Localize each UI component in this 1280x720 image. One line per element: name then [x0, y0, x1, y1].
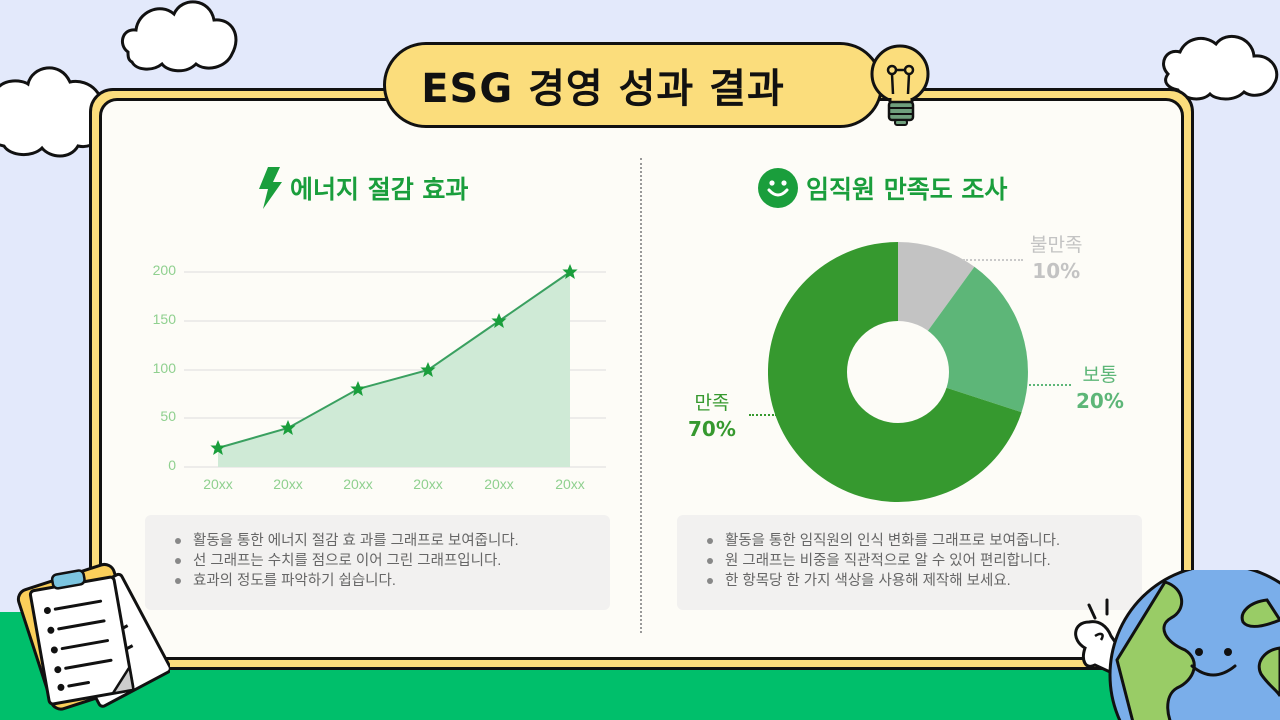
description-bullet: 효과의 정도를 파악하기 쉽습니다.	[175, 571, 610, 591]
label-satisfied: 만족 70%	[688, 392, 736, 441]
x-tick: 20xx	[203, 476, 233, 492]
description-bullet: 활동을 통한 임직원의 인식 변화를 그래프로 보여줍니다.	[707, 531, 1142, 551]
y-tick: 150	[152, 311, 176, 327]
y-tick: 50	[160, 408, 176, 424]
title-banner: ESG 경영 성과 결과	[383, 42, 883, 128]
survey-description-box: 활동을 통한 임직원의 인식 변화를 그래프로 보여줍니다. 원 그래프는 비중…	[677, 515, 1142, 610]
leader-line-satisfied	[749, 414, 777, 416]
label-neutral: 보통 20%	[1076, 364, 1124, 413]
earth-globe-icon	[1074, 570, 1280, 720]
chart-plot-area	[184, 264, 606, 468]
description-bullet: 선 그래프는 수치를 점으로 이어 그린 그래프입니다.	[175, 551, 610, 571]
survey-section-title: 임직원 만족도 조사	[758, 168, 1007, 208]
label-unsatisfied: 불만족 10%	[1030, 234, 1083, 283]
description-bullet: 활동을 통한 에너지 절감 효 과를 그래프로 보여줍니다.	[175, 531, 610, 551]
description-bullet: 한 항목당 한 가지 색상을 사용해 제작해 보세요.	[707, 571, 1142, 591]
x-tick: 20xx	[413, 476, 443, 492]
y-tick: 200	[152, 262, 176, 278]
y-tick: 100	[152, 360, 176, 376]
energy-section-title: 에너지 절감 효과	[258, 167, 469, 209]
survey-section-heading: 임직원 만족도 조사	[806, 175, 1008, 204]
satisfaction-donut-chart	[768, 242, 1028, 502]
energy-description-box: 활동을 통한 에너지 절감 효 과를 그래프로 보여줍니다. 선 그래프는 수치…	[145, 515, 610, 610]
clipboard-icon	[16, 562, 170, 711]
x-tick: 20xx	[555, 476, 585, 492]
leader-line-neutral	[1029, 384, 1071, 386]
leader-line-unsatisfied	[963, 259, 1023, 261]
cloud-icon	[120, 0, 238, 73]
lightning-bolt-icon	[259, 167, 282, 209]
description-bullet: 원 그래프는 비중을 직관적으로 알 수 있어 편리합니다.	[707, 551, 1142, 571]
section-divider	[640, 158, 642, 633]
page-title: ESG 경영 성과 결과	[421, 66, 785, 112]
y-tick: 0	[168, 457, 176, 473]
x-tick: 20xx	[484, 476, 514, 492]
energy-section-heading: 에너지 절감 효과	[290, 175, 469, 204]
energy-line-chart: 200 150 100 50 0 20xx 20xx 20xx 20xx 20x…	[140, 250, 620, 500]
x-tick: 20xx	[343, 476, 373, 492]
smiley-face-icon	[758, 168, 798, 208]
lightbulb-icon	[870, 44, 930, 126]
x-tick: 20xx	[273, 476, 303, 492]
